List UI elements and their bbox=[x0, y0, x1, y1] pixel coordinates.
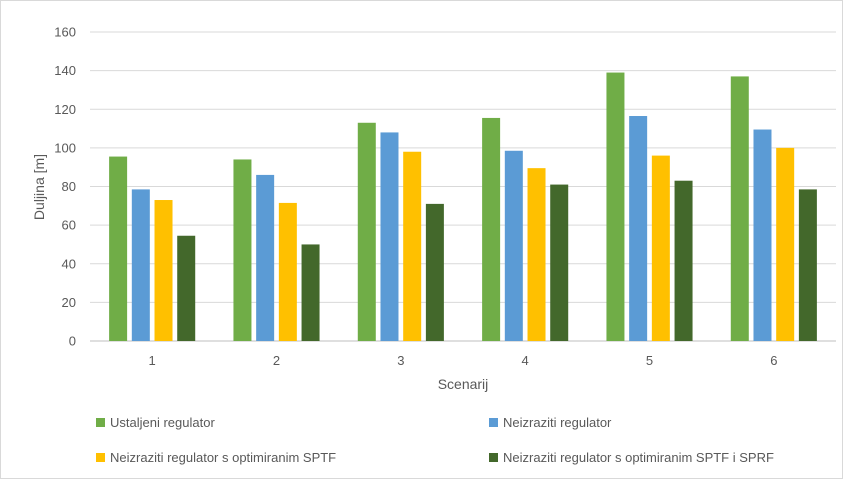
x-tick-label: 1 bbox=[149, 353, 156, 368]
bar bbox=[504, 150, 523, 341]
legend-label: Neizraziti regulator bbox=[503, 415, 612, 430]
y-tick-label: 20 bbox=[62, 295, 76, 310]
y-tick-label: 40 bbox=[62, 256, 76, 271]
bar bbox=[256, 174, 275, 341]
bar bbox=[109, 156, 128, 341]
bar bbox=[278, 202, 297, 341]
bar bbox=[357, 122, 376, 341]
legend-label: Neizraziti regulator s optimiranim SPTF … bbox=[503, 450, 774, 465]
bar bbox=[606, 72, 625, 342]
y-tick-label: 60 bbox=[62, 218, 76, 233]
bar bbox=[380, 132, 399, 341]
y-tick-label: 100 bbox=[54, 140, 76, 155]
bar bbox=[550, 184, 569, 341]
bar bbox=[177, 235, 196, 341]
bar bbox=[527, 168, 546, 341]
y-tick-label: 140 bbox=[54, 63, 76, 78]
bar bbox=[131, 189, 150, 341]
bar bbox=[798, 189, 817, 341]
bar bbox=[301, 244, 320, 341]
x-axis-title: Scenarij bbox=[438, 376, 489, 392]
legend-swatch bbox=[489, 453, 498, 462]
legend-swatch bbox=[96, 418, 105, 427]
legend-swatch bbox=[489, 418, 498, 427]
bar bbox=[629, 116, 648, 342]
bar bbox=[674, 180, 693, 341]
legend-label: Neizraziti regulator s optimiranim SPTF bbox=[110, 450, 336, 465]
y-tick-label: 0 bbox=[69, 334, 76, 349]
x-tick-label: 5 bbox=[646, 353, 653, 368]
x-tick-label: 6 bbox=[770, 353, 777, 368]
bar bbox=[651, 155, 670, 341]
legend-swatch bbox=[96, 453, 105, 462]
y-tick-label: 80 bbox=[62, 179, 76, 194]
bar bbox=[730, 76, 749, 341]
axes: 0 20 40 60 80 100 120 140 160 1 2 3 4 5 6 bbox=[54, 25, 777, 369]
y-axis-title: Duljina [m] bbox=[31, 154, 47, 220]
x-tick-label: 2 bbox=[273, 353, 280, 368]
y-tick-label: 120 bbox=[54, 102, 76, 117]
legend-label: Ustaljeni regulator bbox=[110, 415, 215, 430]
legend: Ustaljeni regulator Neizraziti regulator N… bbox=[96, 415, 774, 465]
x-tick-label: 4 bbox=[522, 353, 529, 368]
y-tick-label: 160 bbox=[54, 25, 76, 40]
bar bbox=[233, 159, 252, 341]
bar bbox=[403, 151, 422, 341]
x-tick-label: 3 bbox=[397, 353, 404, 368]
bars bbox=[109, 72, 817, 342]
bar bbox=[154, 200, 173, 341]
bar bbox=[425, 203, 444, 341]
bar bbox=[753, 129, 772, 341]
gridlines bbox=[90, 31, 836, 342]
bar bbox=[482, 117, 501, 341]
bar bbox=[776, 147, 795, 341]
